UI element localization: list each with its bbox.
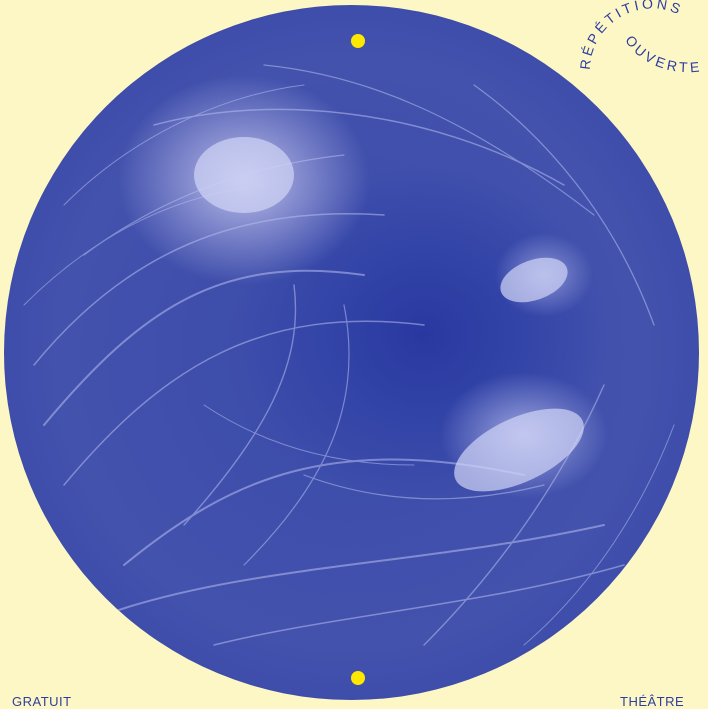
price-label: GRATUIT bbox=[12, 694, 72, 709]
category-label: THÉÂTRE bbox=[620, 694, 685, 709]
marker-dot-top bbox=[351, 34, 365, 48]
circular-badge: RÉPÉTITIONS OUVERTES bbox=[560, 0, 700, 75]
nest-texture bbox=[23, 64, 675, 646]
marker-dot-bottom bbox=[351, 671, 365, 685]
nest-photo-circle bbox=[4, 5, 699, 700]
